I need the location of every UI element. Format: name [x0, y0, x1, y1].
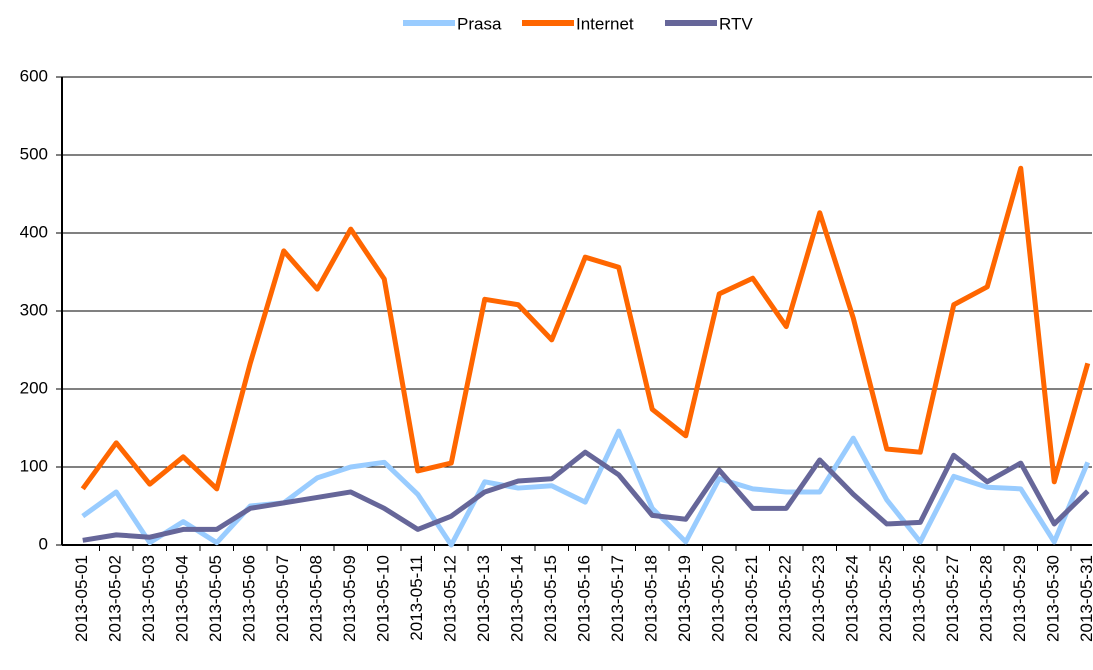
x-tick-label: 2013-05-23 — [809, 555, 828, 642]
x-tick-label: 2013-05-24 — [843, 555, 862, 642]
x-tick-label: 2013-05-19 — [675, 555, 694, 642]
x-tick-label: 2013-05-22 — [776, 555, 795, 642]
x-tick-label: 2013-05-12 — [441, 555, 460, 642]
y-tick-label: 400 — [20, 222, 48, 241]
x-tick-label: 2013-05-17 — [608, 555, 627, 642]
x-tick-label: 2013-05-09 — [340, 555, 359, 642]
legend-label: Prasa — [457, 14, 502, 33]
x-tick-label: 2013-05-27 — [943, 555, 962, 642]
x-tick-label: 2013-05-15 — [541, 555, 560, 642]
y-tick-label: 200 — [20, 378, 48, 397]
x-tick-label: 2013-05-21 — [742, 555, 761, 642]
y-tick-label: 100 — [20, 456, 48, 475]
x-tick-label: 2013-05-10 — [374, 555, 393, 642]
legend-label: Internet — [576, 14, 634, 33]
x-tick-label: 2013-05-14 — [508, 555, 527, 642]
legend-label: RTV — [719, 14, 753, 33]
x-tick-label: 2013-05-01 — [72, 555, 91, 642]
x-tick-label: 2013-05-08 — [307, 555, 326, 642]
x-tick-label: 2013-05-26 — [910, 555, 929, 642]
x-tick-label: 2013-05-29 — [1010, 555, 1029, 642]
x-tick-label: 2013-05-04 — [173, 555, 192, 642]
x-tick-label: 2013-05-03 — [139, 555, 158, 642]
x-tick-label: 2013-05-20 — [709, 555, 728, 642]
x-tick-label: 2013-05-30 — [1044, 555, 1063, 642]
x-tick-label: 2013-05-02 — [106, 555, 125, 642]
x-tick-label: 2013-05-05 — [206, 555, 225, 642]
y-tick-label: 0 — [39, 534, 48, 553]
x-tick-label: 2013-05-28 — [977, 555, 996, 642]
x-tick-label: 2013-05-13 — [474, 555, 493, 642]
x-tick-label: 2013-05-07 — [273, 555, 292, 642]
series-line — [82, 449, 1090, 543]
y-tick-label: 600 — [20, 66, 48, 85]
x-tick-label: 2013-05-11 — [407, 555, 426, 641]
y-tick-label: 500 — [20, 144, 48, 163]
x-tick-label: 2013-05-06 — [240, 555, 259, 642]
x-tick-label: 2013-05-31 — [1077, 555, 1093, 642]
x-tick-label: 2013-05-18 — [642, 555, 661, 642]
x-tick-label: 2013-05-16 — [575, 555, 594, 642]
y-tick-label: 300 — [20, 300, 48, 319]
x-tick-label: 2013-05-25 — [876, 555, 895, 642]
series-line — [80, 165, 1091, 492]
